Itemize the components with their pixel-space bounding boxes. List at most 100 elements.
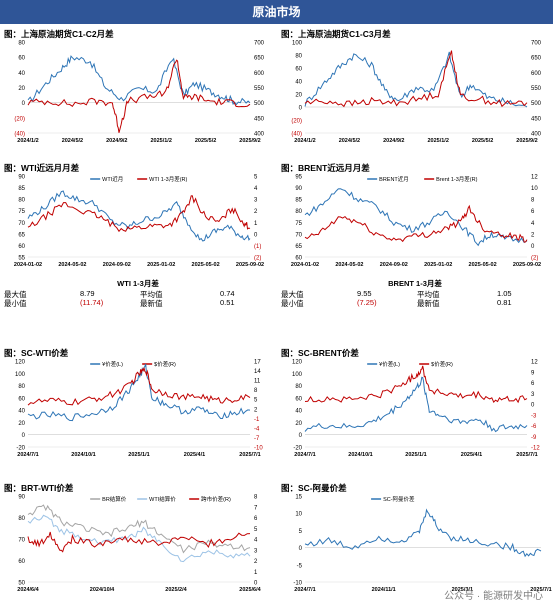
series-line: [27, 531, 251, 553]
x-tick-label: 2024-09-02: [380, 262, 408, 268]
y-tick-label: 95: [295, 175, 302, 181]
y-tick-label: 15: [295, 495, 302, 501]
y-tick-label: 0: [299, 546, 303, 552]
legend-label: $价差(R): [431, 360, 453, 368]
y2-tick-label: 650: [254, 56, 265, 62]
x-tick-label: 2024/1/2: [294, 138, 315, 144]
x-tick-label: 2025-05-02: [469, 262, 497, 268]
y-tick-label: 0: [22, 433, 26, 439]
series-line: [27, 363, 251, 422]
stats-header: WTI 1-3月差: [117, 279, 159, 288]
y-tick-label: 100: [292, 372, 303, 378]
series-line: [27, 195, 251, 233]
chart-title: 图：SC-BRENT价差: [281, 348, 359, 358]
y-tick-label: 85: [295, 198, 302, 204]
y2-tick-label: 6: [531, 209, 535, 215]
y-tick-label: (40): [291, 132, 302, 138]
y-tick-label: (40): [14, 132, 25, 138]
y2-tick-label: -10: [254, 446, 263, 452]
y2-tick-label: 600: [531, 71, 542, 77]
x-tick-label: 2024/10/4: [90, 587, 115, 593]
y-tick-label: 55: [18, 256, 25, 262]
y2-tick-label: 500: [254, 101, 265, 107]
chart-title: 图：SC-WTI价差: [4, 348, 69, 358]
y-tick-label: 5: [299, 529, 303, 535]
y-tick-label: 70: [18, 538, 25, 544]
x-tick-label: 2025-09-02: [513, 262, 541, 268]
y-tick-label: 60: [18, 396, 25, 402]
x-tick-label: 2025/1/1: [128, 452, 149, 458]
y2-tick-label: 17: [254, 360, 261, 366]
y2-tick-label: 450: [254, 116, 265, 122]
x-tick-label: 2024/7/1: [17, 452, 38, 458]
y2-tick-label: 11: [254, 379, 261, 385]
x-tick-label: 2025/9/2: [516, 138, 537, 144]
y-tick-label: 20: [295, 93, 302, 99]
y-tick-label: 10: [295, 512, 302, 518]
y-tick-label: -10: [293, 581, 302, 587]
y2-tick-label: 8: [254, 495, 258, 501]
y-tick-label: 60: [18, 244, 25, 250]
y2-tick-label: 700: [254, 41, 265, 47]
x-tick-label: 2025/1/2: [427, 138, 448, 144]
y2-tick-label: (1): [254, 244, 261, 250]
chart-panel: -20 0 20 40 60 80 100 120 -12 -9 -6 -3 0 3 6 9 12 2024/7/…: [292, 360, 540, 459]
series-line: [27, 514, 251, 563]
legend-label: BR结算价: [102, 495, 127, 503]
y2-tick-label: 3: [254, 548, 258, 554]
y-tick-label: 80: [295, 54, 302, 60]
y2-tick-label: (2): [531, 256, 538, 262]
y-tick-label: 60: [18, 56, 25, 62]
y-tick-label: 75: [295, 221, 302, 227]
x-tick-label: 2024/7/1: [294, 587, 315, 593]
y2-tick-label: 400: [531, 132, 542, 138]
y-tick-label: 120: [292, 360, 303, 366]
y2-tick-label: 8: [254, 388, 258, 394]
chart-title: 图：SC-阿曼价差: [281, 483, 347, 493]
y-tick-label: 90: [295, 186, 302, 192]
y-tick-label: 100: [15, 372, 26, 378]
series-line: [27, 59, 251, 133]
stats-cell: 0.51: [220, 298, 235, 307]
y2-tick-label: 0: [254, 581, 258, 587]
x-tick-label: 2025/7/1: [239, 452, 260, 458]
x-tick-label: 2024/6/4: [17, 587, 39, 593]
y2-tick-label: 1: [254, 570, 258, 576]
y2-tick-label: 4: [254, 186, 258, 192]
legend-label: SC-阿曼价差: [383, 495, 415, 503]
x-tick-label: 2024/5/2: [62, 138, 83, 144]
y-tick-label: 20: [18, 421, 25, 427]
stats-cell: 8.79: [80, 289, 95, 298]
y-tick-label: 20: [18, 86, 25, 92]
x-tick-label: 2025/3/1: [452, 587, 473, 593]
y2-tick-label: 4: [531, 221, 535, 227]
series-line: [304, 204, 528, 243]
chart-panel: -10 -5 0 5 10 15 2024/7/1 2024/11/1 2025/3/1 2025…: [293, 495, 551, 594]
y-tick-label: 70: [295, 232, 302, 238]
x-tick-label: 2025-01-02: [424, 262, 452, 268]
y-tick-label: 60: [295, 67, 302, 73]
y2-tick-label: 0: [531, 244, 535, 250]
series-line: [304, 365, 528, 404]
legend-label: ¥价差(L): [379, 360, 400, 368]
x-tick-label: 2024/10/1: [71, 452, 95, 458]
series-line: [304, 51, 528, 108]
x-tick-label: 2025/7/1: [530, 587, 551, 593]
y-tick-label: 0: [299, 106, 303, 112]
x-tick-label: 2024/1/2: [17, 138, 38, 144]
y-tick-label: 20: [295, 421, 302, 427]
y-tick-label: 80: [295, 209, 302, 215]
y2-tick-label: 14: [254, 369, 261, 375]
y2-tick-label: 550: [254, 86, 265, 92]
stats-cell: 最新值: [140, 299, 163, 308]
chart-title: 图：上海原油期货C1-C3月差: [281, 29, 391, 39]
x-tick-label: 2024-05-02: [58, 262, 86, 268]
series-line: [27, 367, 251, 406]
legend-label: BRENT近月: [379, 175, 409, 183]
y2-tick-label: 3: [531, 392, 535, 398]
stats-cell: 最大值: [281, 290, 304, 299]
x-tick-label: 2025/4/1: [184, 452, 205, 458]
watermark: 公众号 · 能源研发中心: [444, 591, 543, 602]
series-line: [27, 55, 251, 106]
series-line: [27, 504, 251, 554]
